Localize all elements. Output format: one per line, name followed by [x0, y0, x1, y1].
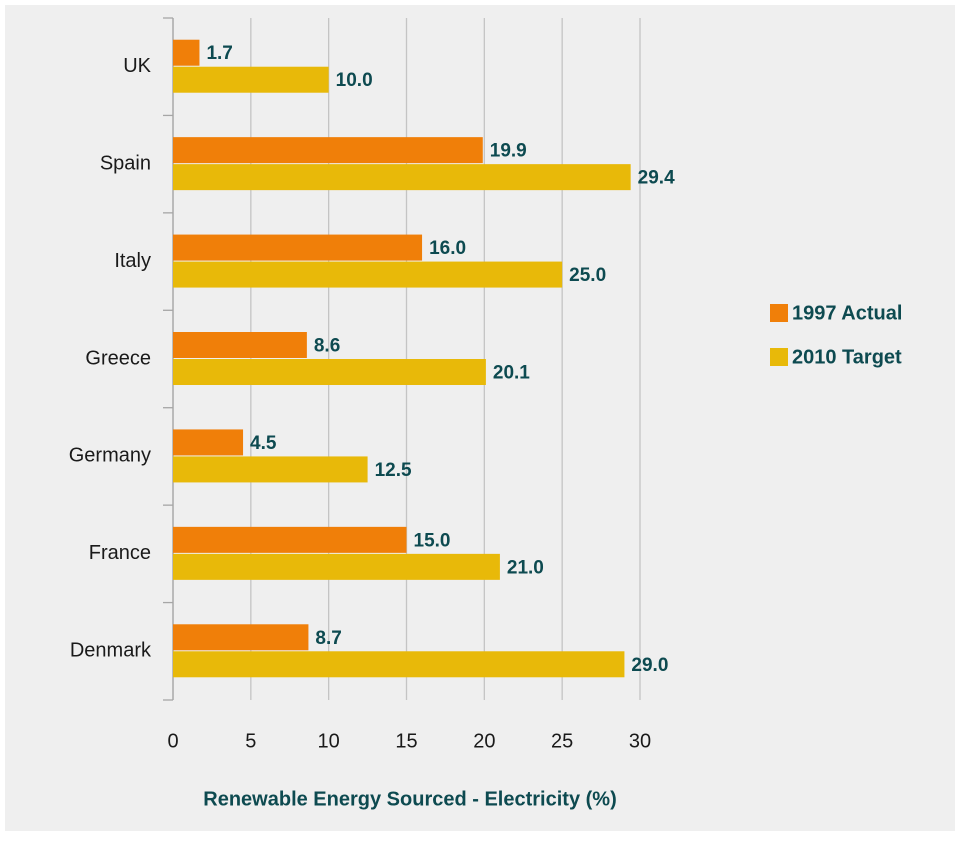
data-label: 29.4 [638, 168, 675, 189]
bar [173, 429, 244, 456]
data-label: 21.0 [507, 557, 544, 578]
bar [173, 39, 200, 66]
legend-swatch [770, 348, 788, 366]
bar [173, 332, 307, 358]
bar [173, 261, 563, 288]
data-label: 1.7 [206, 43, 232, 64]
x-tick-label: 25 [551, 730, 573, 752]
data-label: 8.6 [314, 336, 340, 357]
x-tick-label: 0 [167, 730, 178, 752]
data-label: 20.1 [493, 363, 530, 384]
data-label: 10.0 [336, 70, 373, 91]
y-tick-label: France [89, 542, 151, 564]
y-tick-label: Denmark [70, 640, 152, 662]
legend-label: 2010 Target [792, 346, 902, 368]
bar [173, 553, 500, 580]
data-label: 29.0 [631, 655, 668, 676]
y-tick-label: Germany [69, 445, 151, 467]
bar [173, 359, 486, 385]
bar [173, 234, 423, 261]
x-tick-label: 15 [395, 730, 417, 752]
bar [173, 651, 625, 678]
data-label: 16.0 [429, 238, 466, 259]
data-label: 19.9 [490, 141, 527, 162]
legend-swatch [770, 304, 788, 322]
y-tick-label: Italy [114, 250, 151, 272]
x-tick-label: 10 [318, 730, 340, 752]
data-label: 4.5 [250, 433, 277, 454]
bar [173, 526, 407, 553]
x-tick-label: 5 [245, 730, 256, 752]
bar [173, 164, 631, 191]
y-tick-label: Spain [100, 152, 151, 174]
chart-background [5, 5, 955, 831]
x-tick-label: 30 [629, 730, 651, 752]
x-tick-label: 20 [473, 730, 495, 752]
x-axis-title: Renewable Energy Sourced - Electricity (… [203, 788, 616, 810]
data-label: 8.7 [315, 628, 341, 649]
bar [173, 624, 309, 651]
legend-label: 1997 Actual [792, 302, 902, 324]
data-label: 12.5 [375, 460, 412, 481]
data-label: 25.0 [569, 265, 606, 286]
y-tick-label: UK [123, 55, 151, 77]
bar [173, 456, 368, 483]
y-tick-label: Greece [85, 347, 151, 369]
bar [173, 137, 483, 164]
bar [173, 66, 329, 93]
data-label: 15.0 [414, 530, 451, 551]
